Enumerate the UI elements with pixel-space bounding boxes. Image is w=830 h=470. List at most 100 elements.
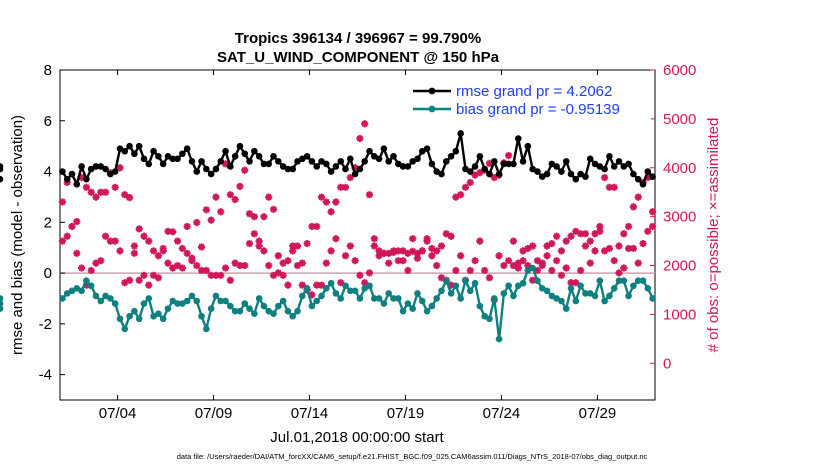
y2-tick-label: 0 (663, 355, 671, 372)
obs-possible-marker (457, 252, 465, 260)
bias-point (649, 295, 656, 302)
obs-possible-marker (145, 281, 153, 289)
bias-point (428, 302, 436, 310)
bias-point (558, 297, 565, 305)
y2-axis-ticks: 6000 5000 4000 3000 2000 1000 0 (650, 62, 696, 372)
obs-possible-marker (111, 237, 119, 245)
obs-assimilated-marker (341, 183, 350, 191)
bias-point (121, 325, 129, 333)
x-axis-label: Jul.01,2018 00:00:00 start (270, 429, 444, 446)
obs-assimilated-marker (111, 183, 119, 191)
obs-assimilated-marker (567, 232, 575, 240)
obs-assimilated-marker (332, 198, 340, 206)
obs-possible-marker (514, 264, 522, 272)
obs-assimilated-marker (250, 213, 258, 221)
y2-tick-label: 4000 (663, 160, 696, 177)
bias-point (534, 277, 541, 284)
obs-possible-marker (610, 257, 618, 265)
obs-assimilated-marker (121, 191, 129, 199)
rmse-point (126, 142, 133, 150)
rmse-point (562, 158, 570, 165)
bias-point (337, 295, 345, 302)
obs-assimilated-marker (601, 173, 609, 182)
obs-possible-marker (505, 257, 513, 265)
rmse-point (553, 163, 560, 170)
bias-point (423, 307, 431, 315)
rmse-point (634, 175, 642, 183)
rmse-point (217, 158, 225, 165)
rmse-point (534, 168, 541, 175)
rmse-point (649, 173, 656, 180)
bias-point (342, 282, 349, 290)
rmse-point (284, 165, 292, 173)
bias-point (270, 310, 277, 317)
bias-point (385, 290, 392, 297)
obs-assimilated-marker (327, 208, 335, 216)
bias-point (323, 285, 330, 292)
obs-possible-marker (399, 247, 407, 255)
rmse-point (246, 158, 253, 165)
obs-assimilated-marker (116, 164, 124, 172)
obs-assimilated-marker (437, 242, 446, 250)
rmse-point (275, 158, 282, 165)
x-tick-label: 07/24 (483, 405, 521, 422)
bias-point (241, 300, 249, 307)
obs-assimilated-marker (87, 188, 95, 196)
rmse-point (639, 180, 647, 188)
obs-possible-marker (116, 247, 124, 255)
bias-point (490, 295, 498, 302)
obs-assimilated-marker (73, 217, 81, 226)
rmse-series (0, 130, 656, 188)
obs-possible-marker (476, 237, 484, 245)
obs-assimilated-marker (389, 248, 398, 256)
obs-assimilated-marker (591, 230, 599, 238)
bias-point (140, 300, 148, 307)
obs-possible-marker (370, 235, 378, 243)
bias-point (476, 302, 484, 310)
rmse-point (505, 160, 512, 168)
rmse-point (490, 158, 498, 165)
rmse-point (265, 160, 273, 168)
chart-subtitle: SAT_U_WIND_COMPONENT @ 150 hPa (217, 49, 500, 66)
bias-point (87, 282, 95, 290)
obs-possible-marker (77, 264, 86, 272)
obs-possible-marker (125, 276, 134, 284)
obs-possible-marker (509, 261, 518, 270)
obs-assimilated-marker (596, 222, 604, 231)
obs-assimilated-marker (245, 210, 254, 218)
bias-point (203, 325, 210, 333)
obs-possible-marker (629, 244, 638, 253)
bias-point (438, 287, 445, 295)
obs-assimilated-marker (361, 120, 369, 128)
bias-point (279, 297, 287, 305)
y2-tick-label: 1000 (663, 306, 696, 323)
obs-possible-marker (298, 281, 306, 289)
rmse-point (438, 170, 445, 178)
obs-assimilated-marker (265, 193, 273, 201)
obs-assimilated-marker (68, 222, 76, 231)
rmse-point (289, 165, 297, 173)
obs-possible-marker (524, 261, 532, 270)
rmse-point (227, 163, 234, 170)
rmse-point (375, 155, 383, 163)
bias-point (620, 277, 628, 284)
obs-assimilated-marker (644, 173, 652, 182)
obs-possible-marker (365, 269, 374, 277)
obs-possible-marker (351, 257, 359, 265)
y-tick-label: 4 (44, 164, 52, 181)
rmse-point (73, 180, 81, 188)
rmse-point (481, 165, 488, 173)
plot-area: 07/04 07/09 07/14 07/19 07/24 07/29 8 6 4 2 0 -2 -4… (0, 62, 696, 422)
rmse-point (543, 170, 551, 178)
rmse-point (198, 158, 205, 165)
obs-possible-marker (289, 247, 297, 255)
obs-possible-marker (149, 271, 158, 279)
obs-assimilated-marker (538, 259, 546, 267)
rmse-point (270, 153, 277, 160)
obs-possible-marker (284, 257, 292, 265)
bias-point (457, 295, 464, 302)
obs-possible-marker (332, 235, 340, 243)
bias-point (107, 295, 114, 302)
rmse-point (145, 160, 153, 168)
rmse-point (342, 165, 349, 173)
